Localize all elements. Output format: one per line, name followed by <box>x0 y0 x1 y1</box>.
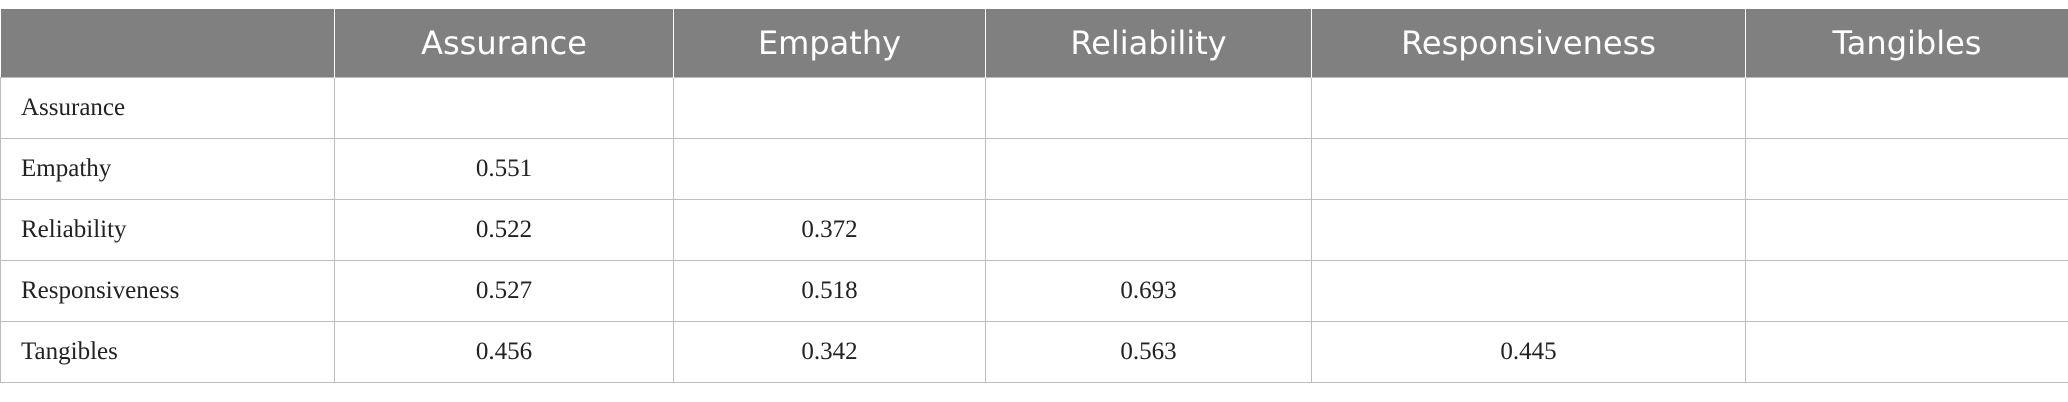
table-row: Assurance <box>0 77 2068 139</box>
empty-cell <box>1745 321 2068 383</box>
table-row: Empathy 0.551 <box>0 138 2068 200</box>
column-header: Responsiveness <box>1311 9 1746 78</box>
empty-cell <box>1745 77 2068 139</box>
value-cell: 0.522 <box>334 199 674 261</box>
corner-cell <box>0 9 335 78</box>
empty-cell <box>673 138 986 200</box>
header-row: Assurance Empathy Reliability Responsivenes… <box>0 9 2068 78</box>
value-cell: 0.551 <box>334 138 674 200</box>
value-cell: 0.693 <box>985 260 1312 322</box>
empty-cell <box>985 199 1312 261</box>
empty-cell <box>1311 138 1746 200</box>
empty-cell <box>985 138 1312 200</box>
empty-cell <box>1745 260 2068 322</box>
empty-cell <box>1311 77 1746 139</box>
value-cell: 0.456 <box>334 321 674 383</box>
empty-cell <box>1745 138 2068 200</box>
empty-cell <box>334 77 674 139</box>
empty-cell <box>1745 199 2068 261</box>
column-header: Empathy <box>673 9 986 78</box>
row-label: Empathy <box>0 138 335 200</box>
value-cell: 0.518 <box>673 260 986 322</box>
column-header: Reliability <box>985 9 1312 78</box>
row-label: Assurance <box>0 77 335 139</box>
table-row: Reliability 0.522 0.372 <box>0 199 2068 261</box>
row-label: Tangibles <box>0 321 335 383</box>
value-cell: 0.445 <box>1311 321 1746 383</box>
table-body: Assurance Empathy 0.551 Reliability 0.522 0.3… <box>0 77 2068 383</box>
value-cell: 0.527 <box>334 260 674 322</box>
value-cell: 0.563 <box>985 321 1312 383</box>
empty-cell <box>673 77 986 139</box>
empty-cell <box>985 77 1312 139</box>
row-label: Reliability <box>0 199 335 261</box>
column-header: Assurance <box>334 9 674 78</box>
empty-cell <box>1311 199 1746 261</box>
correlation-table: Assurance Empathy Reliability Responsivenes… <box>0 9 2068 383</box>
empty-cell <box>1311 260 1746 322</box>
table-row: Responsiveness 0.527 0.518 0.693 <box>0 260 2068 322</box>
value-cell: 0.372 <box>673 199 986 261</box>
table-row: Tangibles 0.456 0.342 0.563 0.445 <box>0 321 2068 383</box>
value-cell: 0.342 <box>673 321 986 383</box>
row-label: Responsiveness <box>0 260 335 322</box>
column-header: Tangibles <box>1745 9 2068 78</box>
